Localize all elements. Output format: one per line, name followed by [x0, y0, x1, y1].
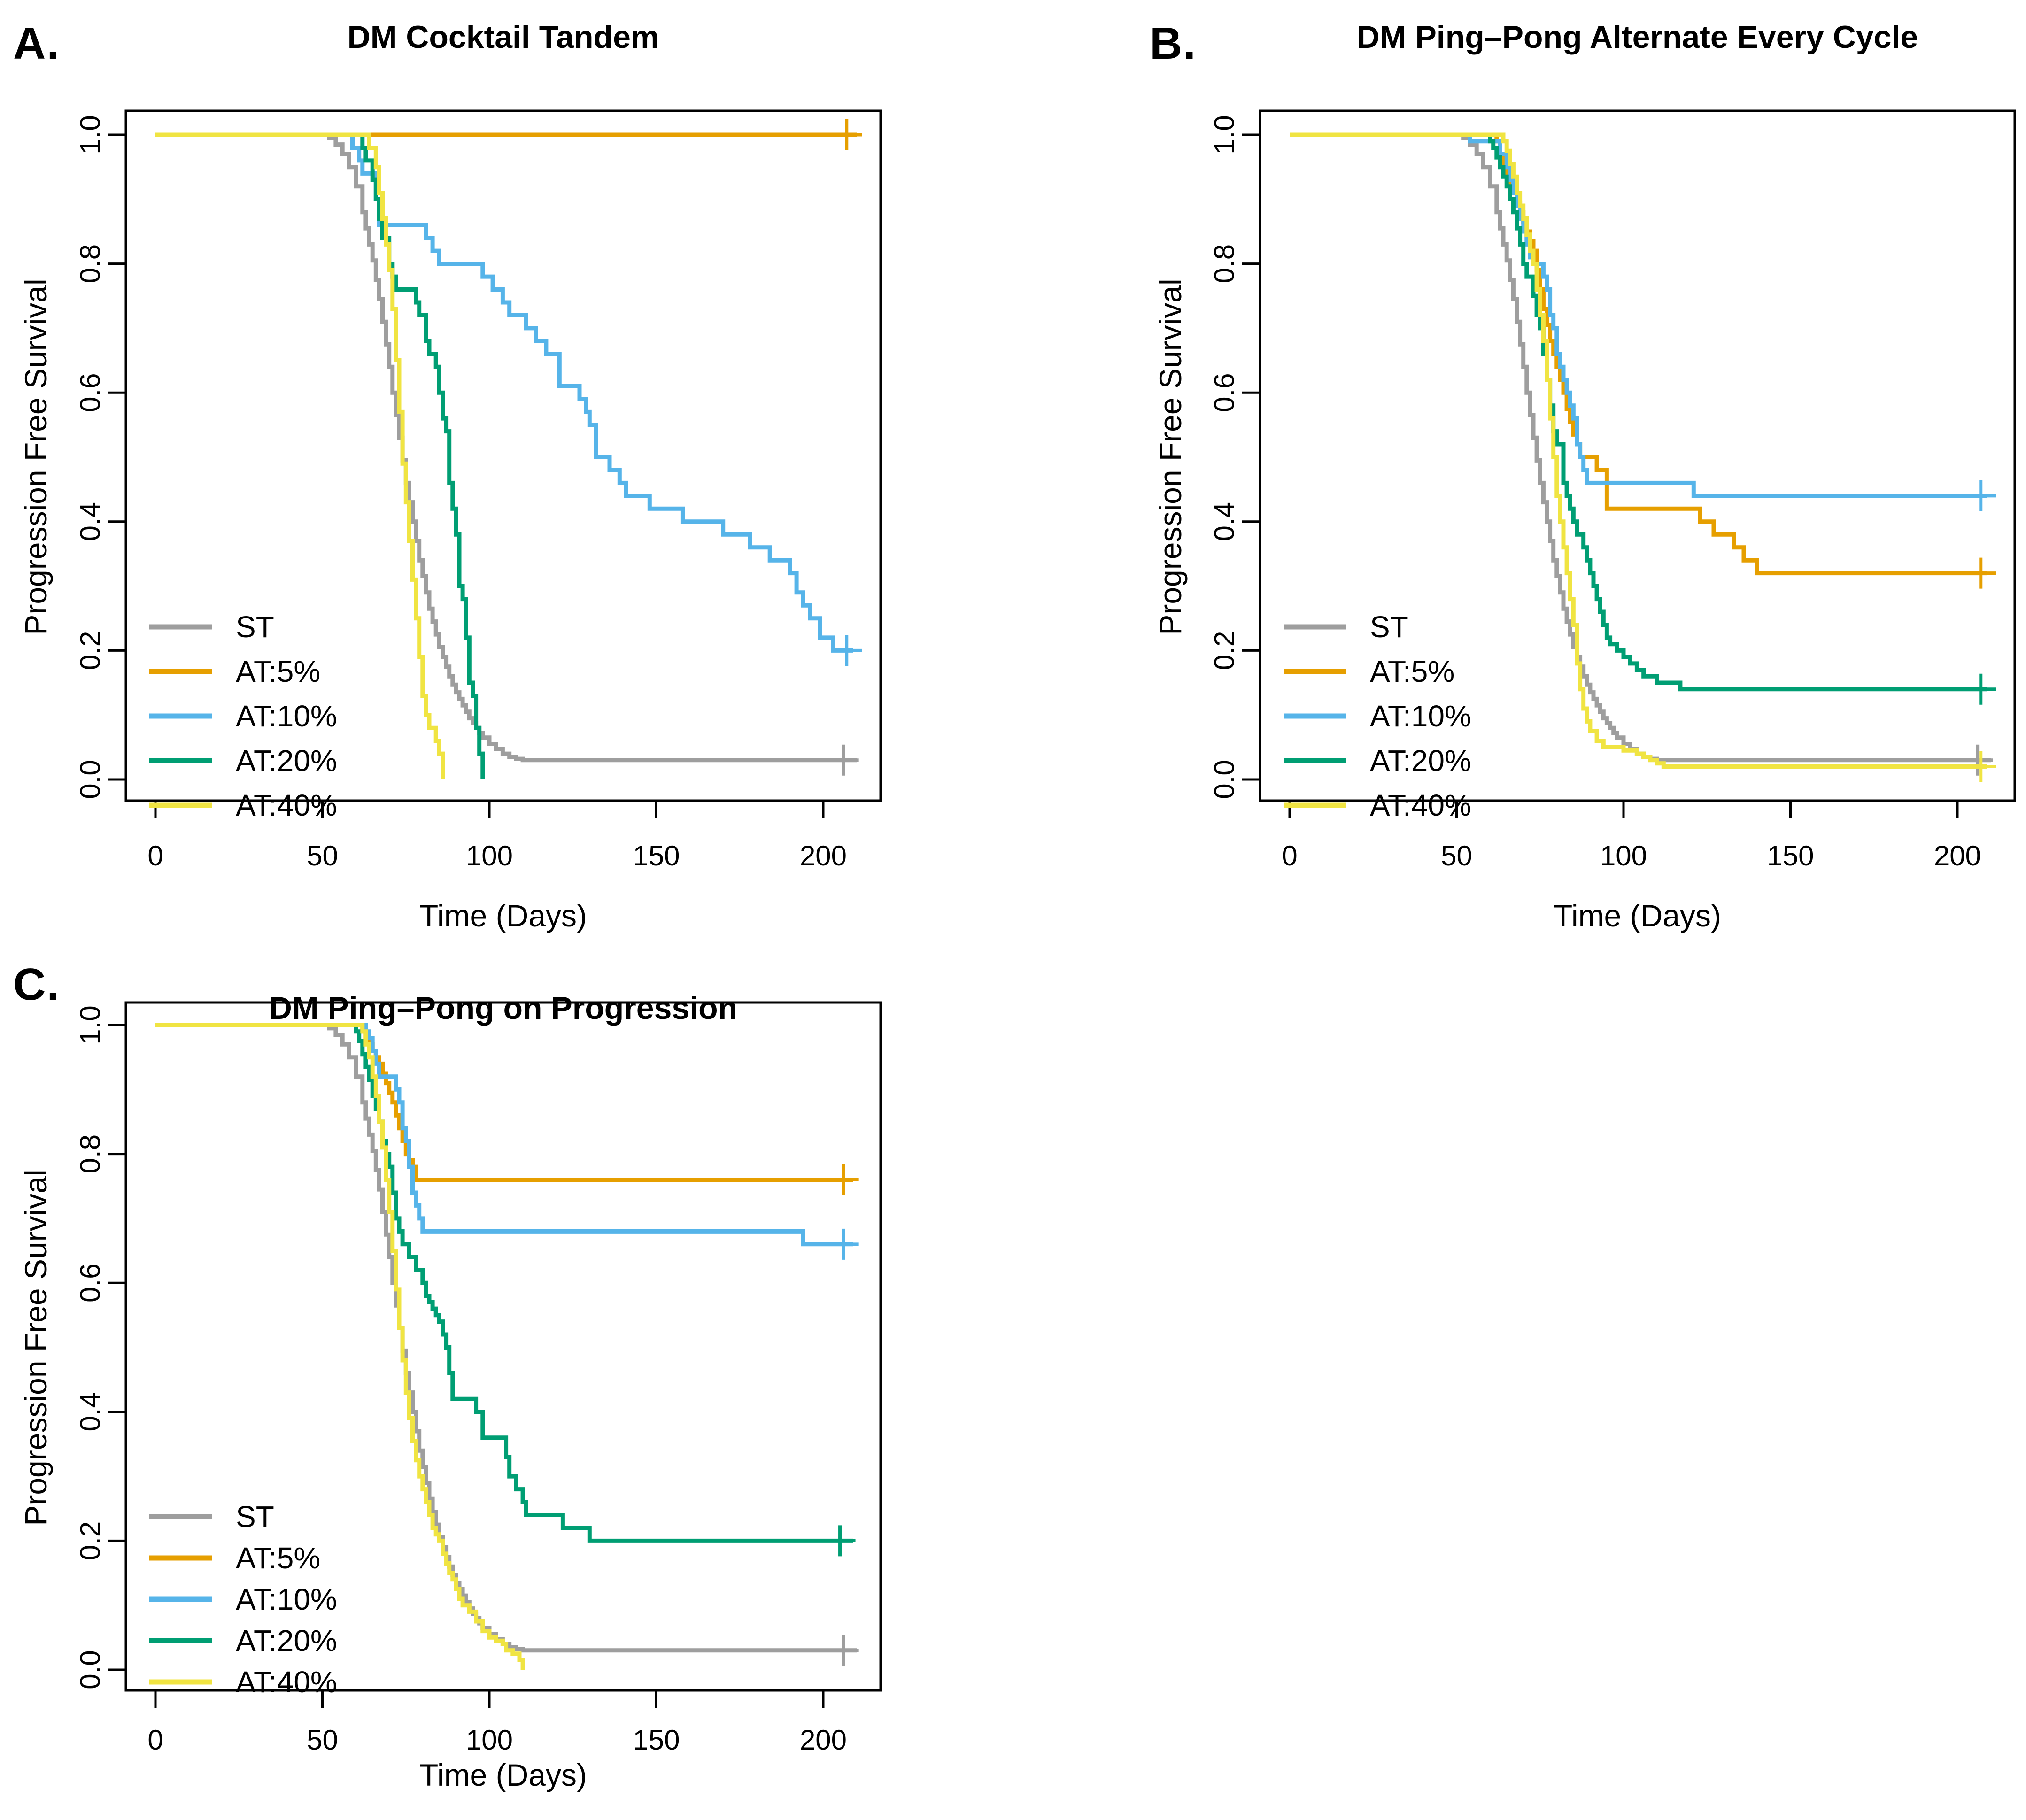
legend-label-1: ST: [236, 610, 274, 644]
x-tick-label: 100: [466, 840, 513, 871]
legend-label-2: AT:5%: [236, 1541, 320, 1575]
legend-label-1: ST: [236, 1500, 274, 1534]
km-curve-at40: [155, 132, 445, 779]
legend-label-2: AT:5%: [236, 655, 320, 688]
x-tick-label: 150: [633, 1724, 680, 1756]
legend-label-5: AT:40%: [236, 1665, 337, 1699]
y-tick-label: 0.0: [75, 760, 106, 799]
y-tick-label: 0.2: [1209, 631, 1240, 670]
y-tick-label: 0.8: [75, 1134, 106, 1173]
panel-b-xlabel: Time (Days): [1554, 898, 1721, 933]
y-tick-label: 1.0: [1209, 115, 1240, 154]
y-tick-label: 0.4: [1209, 502, 1240, 541]
panel-c-xlabel: Time (Days): [419, 1758, 587, 1792]
y-tick-label: 1.0: [75, 1005, 106, 1044]
x-tick-label: 0: [147, 1724, 163, 1756]
km-curve-at10: [155, 132, 853, 653]
y-tick-label: 0.8: [1209, 244, 1240, 283]
panel-c-plot: 0 50 100 150 200 1.0 0.8 0.6 0.4 0.2 0.0 ST AT:5% AT:…: [75, 1001, 882, 1756]
legend-label-3: AT:10%: [236, 699, 337, 733]
x-tick-label: 0: [147, 840, 163, 871]
x-tick-label: 0: [1282, 840, 1297, 871]
y-tick-label: 0.0: [1209, 760, 1240, 799]
panel-a-title: DM Cocktail Tandem: [347, 19, 659, 55]
legend-label-5: AT:40%: [236, 788, 337, 822]
legend-label-1: ST: [1370, 610, 1408, 644]
y-tick-label: 1.0: [75, 115, 106, 154]
km-curve-st: [1290, 132, 1991, 763]
panel-a-xlabel: Time (Days): [419, 898, 587, 933]
km-curve-at40: [1290, 132, 1987, 769]
x-tick-label: 150: [1767, 840, 1814, 871]
legend-label-2: AT:5%: [1370, 655, 1454, 688]
legend-label-4: AT:20%: [236, 1624, 337, 1658]
km-curve-at10: [1290, 132, 1987, 498]
y-tick-label: 0.0: [75, 1650, 106, 1689]
plot-box: [124, 1001, 882, 1692]
km-curve-at20: [1290, 132, 1987, 692]
x-tick-label: 150: [633, 840, 680, 871]
x-tick-label: 50: [307, 1724, 338, 1756]
km-curve-at5: [1290, 132, 1987, 576]
legend-label-4: AT:20%: [1370, 744, 1471, 778]
panel-a-plot: 0 50 100 150 200 1.0 0.8 0.6 0.4 0.2 0.0 ST AT:5% AT:…: [75, 109, 882, 871]
km-curve-at10: [155, 1023, 853, 1247]
y-tick-label: 0.6: [75, 373, 106, 412]
y-tick-label: 0.6: [75, 1263, 106, 1302]
panel-a-label: A.: [13, 18, 60, 69]
km-curve-st: [155, 1023, 857, 1653]
panel-b-plot: 0 50 100 150 200 1.0 0.8 0.6 0.4 0.2 0.0 ST AT:5% AT:…: [1209, 109, 2016, 871]
y-tick-label: 0.4: [75, 502, 106, 541]
x-tick-label: 50: [307, 840, 338, 871]
y-tick-label: 0.2: [75, 631, 106, 670]
x-tick-label: 200: [1934, 840, 1981, 871]
legend-label-3: AT:10%: [236, 1582, 337, 1616]
km-curve-at5: [155, 1023, 853, 1182]
plot-box: [124, 109, 882, 802]
y-tick-label: 0.2: [75, 1521, 106, 1560]
km-curve-at20: [155, 132, 485, 779]
legend-label-3: AT:10%: [1370, 699, 1471, 733]
panel-b-label: B.: [1150, 18, 1197, 69]
panel-c-title: DM Ping–Pong on Progression: [269, 990, 738, 1026]
y-tick-label: 0.6: [1209, 373, 1240, 412]
panel-c-label: C.: [13, 959, 60, 1010]
y-tick-label: 0.8: [75, 244, 106, 283]
y-tick-label: 0.4: [75, 1392, 106, 1431]
legend-label-5: AT:40%: [1370, 788, 1471, 822]
x-tick-label: 50: [1441, 840, 1472, 871]
km-curve-at40: [155, 1023, 525, 1670]
x-tick-label: 200: [800, 1724, 847, 1756]
panel-b-title: DM Ping–Pong Alternate Every Cycle: [1356, 19, 1918, 55]
x-tick-label: 100: [466, 1724, 513, 1756]
x-tick-label: 100: [1600, 840, 1647, 871]
legend-label-4: AT:20%: [236, 744, 337, 778]
plot-box: [1259, 109, 2016, 802]
x-tick-label: 200: [800, 840, 847, 871]
km-curve-at20: [155, 1023, 853, 1543]
